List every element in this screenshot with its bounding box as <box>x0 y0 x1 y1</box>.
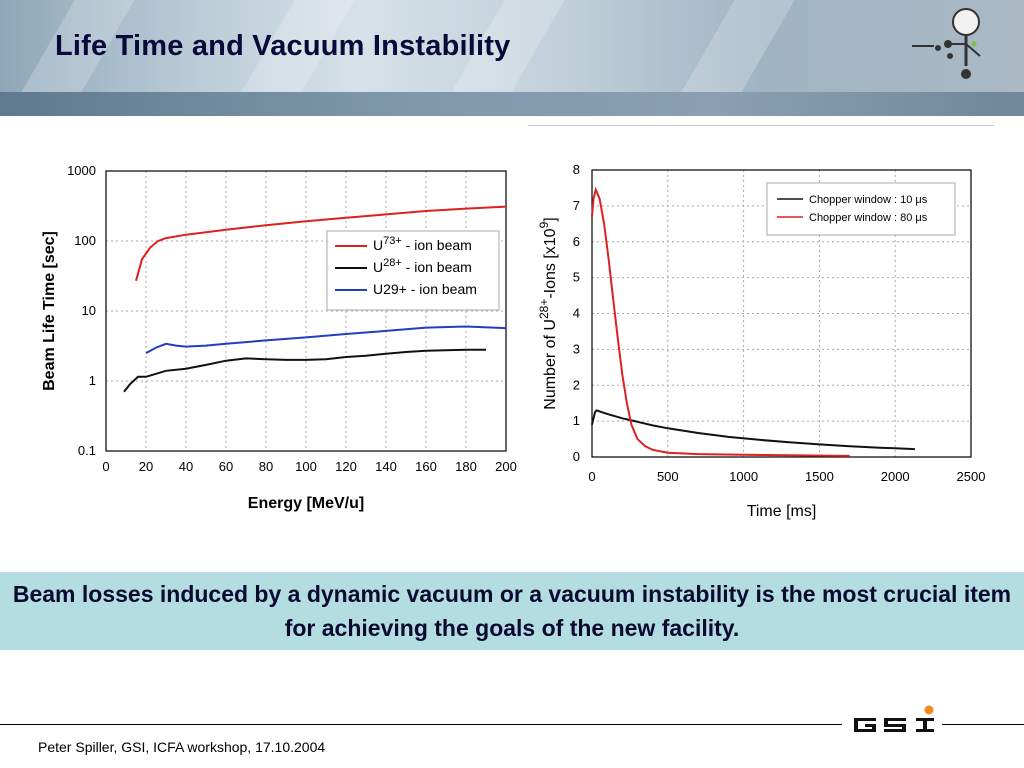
legend-label: U73+ - ion beam <box>373 235 472 253</box>
footer-divider <box>942 724 1024 725</box>
x-tick-label: 160 <box>415 459 437 474</box>
y-tick-label: 2 <box>573 377 580 392</box>
y-tick-label: 5 <box>573 270 580 285</box>
y-axis-label: Number of U28+-Ions [x109] <box>537 217 559 409</box>
callout-box: Beam losses induced by a dynamic vacuum … <box>0 572 1024 650</box>
y-tick-label: 8 <box>573 162 580 177</box>
x-tick-label: 0 <box>588 469 595 484</box>
x-axis-label: Energy [MeV/u] <box>248 495 364 512</box>
legend-label: Chopper window : 10 μs <box>809 194 928 206</box>
y-tick-label: 100 <box>74 233 96 248</box>
series-line <box>135 205 507 282</box>
ion-figure-logo-icon <box>912 8 981 79</box>
ion-count-chart: 0 500 1000 1500 2000 2500 0 1 2 3 4 5 6 7 8 Time [ms] Nu… <box>537 162 986 520</box>
y-tick-label: 0 <box>573 449 580 464</box>
x-tick-label: 140 <box>375 459 397 474</box>
divider <box>528 125 994 126</box>
lifetime-chart: 0 20 40 60 80 100 120 140 160 180 200 1000 100 10 1 0.1… <box>41 163 517 512</box>
gsi-logo-icon <box>854 705 934 732</box>
x-tick-label: 100 <box>295 459 317 474</box>
x-tick-label: 0 <box>102 459 109 474</box>
x-tick-label: 1000 <box>729 469 758 484</box>
y-tick-label: 0.1 <box>78 443 96 458</box>
legend-box <box>766 182 956 236</box>
x-tick-label: 60 <box>219 459 233 474</box>
y-tick-label: 4 <box>573 306 580 321</box>
footer-divider <box>0 724 842 725</box>
page-title: Life Time and Vacuum Instability <box>55 30 511 62</box>
series-line <box>123 348 486 393</box>
legend-label: U28+ - ion beam <box>373 257 472 275</box>
banner-stripe <box>0 92 1024 116</box>
plot-frame <box>591 169 972 458</box>
y-tick-label: 1 <box>89 373 96 388</box>
x-tick-label: 500 <box>657 469 679 484</box>
x-tick-label: 40 <box>179 459 193 474</box>
x-tick-label: 80 <box>259 459 273 474</box>
series-line <box>591 409 915 451</box>
y-tick-label: 10 <box>82 303 96 318</box>
header-banner <box>0 0 1024 116</box>
x-tick-label: 2500 <box>957 469 986 484</box>
x-tick-label: 200 <box>495 459 517 474</box>
legend-label: Chopper window : 80 μs <box>809 212 928 224</box>
callout-text: Beam losses induced by a dynamic vacuum … <box>12 581 1012 641</box>
y-tick-label: 6 <box>573 234 580 249</box>
series-line <box>145 325 507 354</box>
x-axis-label: Time [ms] <box>747 503 817 520</box>
x-tick-label: 120 <box>335 459 357 474</box>
series-line <box>591 186 850 457</box>
y-axis-label: Beam Life Time [sec] <box>41 231 58 391</box>
x-tick-label: 180 <box>455 459 477 474</box>
legend-box <box>326 230 500 311</box>
legend-label: U29+ - ion beam <box>373 281 477 297</box>
footer-text: Peter Spiller, GSI, ICFA workshop, 17.10… <box>38 739 326 755</box>
y-tick-label: 3 <box>573 341 580 356</box>
x-tick-label: 1500 <box>805 469 834 484</box>
plot-frame <box>105 170 507 452</box>
y-tick-label: 7 <box>573 198 580 213</box>
x-tick-label: 2000 <box>881 469 910 484</box>
x-tick-label: 20 <box>139 459 153 474</box>
y-tick-label: 1 <box>573 413 580 428</box>
y-tick-label: 1000 <box>67 163 96 178</box>
